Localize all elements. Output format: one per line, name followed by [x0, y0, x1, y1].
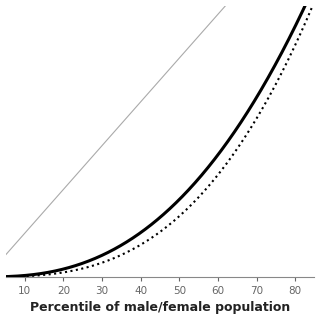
X-axis label: Percentile of male/female population: Percentile of male/female population [30, 301, 290, 315]
